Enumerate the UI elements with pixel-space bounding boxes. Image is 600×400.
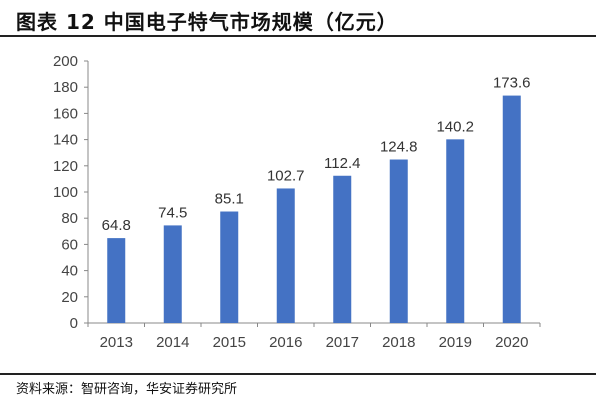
x-tick-label: 2017 [326, 334, 359, 351]
x-tick-label: 2020 [495, 334, 528, 351]
data-label: 85.1 [215, 191, 244, 208]
y-tick-label: 100 [53, 184, 78, 201]
source-note: 资料来源：智研咨询，华安证券研究所 [16, 382, 238, 397]
bar-2019 [446, 139, 465, 323]
data-label: 74.5 [158, 204, 187, 221]
y-tick-label: 0 [70, 315, 78, 332]
bar-2016 [276, 188, 295, 323]
data-label: 112.4 [324, 155, 360, 172]
data-label: 140.2 [436, 118, 474, 135]
data-label: 102.7 [267, 167, 305, 184]
y-tick-label: 40 [61, 263, 78, 280]
x-tick-label: 2016 [269, 334, 302, 351]
x-tick-label: 2018 [382, 334, 415, 351]
data-label: 124.8 [380, 139, 418, 156]
bar-2013 [107, 238, 126, 323]
y-tick-label: 80 [61, 210, 78, 227]
y-tick-label: 140 [53, 132, 78, 149]
title-rule [0, 35, 596, 37]
data-label: 173.6 [493, 75, 531, 92]
footer-rule [0, 373, 596, 375]
x-tick-label: 2015 [213, 334, 246, 351]
bar-2014 [163, 225, 182, 323]
y-tick-label: 60 [61, 236, 78, 253]
data-label: 64.8 [102, 217, 131, 234]
bar-2015 [220, 211, 239, 323]
y-tick-label: 20 [61, 289, 78, 306]
x-tick-label: 2014 [156, 334, 189, 351]
y-tick-label: 160 [53, 105, 78, 122]
y-tick-label: 180 [53, 79, 78, 96]
chart-title: 图表 12 中国电子特气市场规模（亿元） [16, 10, 398, 34]
bar-2018 [389, 159, 408, 323]
x-tick-label: 2019 [439, 334, 472, 351]
x-tick-label: 2013 [100, 334, 133, 351]
bar-2017 [333, 175, 352, 323]
y-tick-label: 200 [53, 53, 78, 70]
bar-2020 [502, 95, 521, 323]
y-tick-label: 120 [53, 158, 78, 175]
